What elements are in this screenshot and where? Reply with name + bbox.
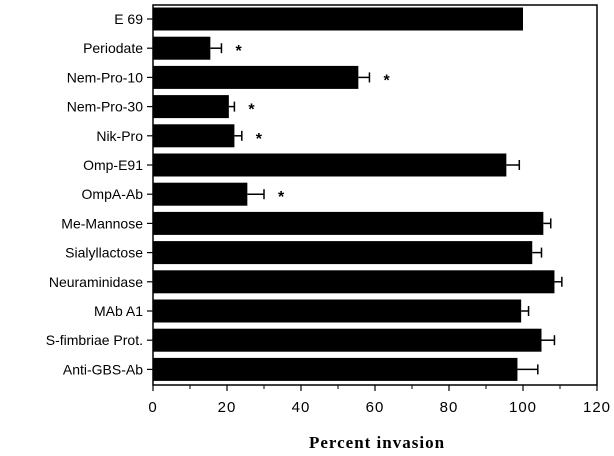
bar-3	[153, 95, 229, 119]
category-label-12: Anti-GBS-Ab	[63, 361, 143, 377]
bar-6	[153, 182, 248, 206]
x-tick-label-4: 80	[440, 399, 459, 416]
category-label-3: Nem-Pro-30	[67, 99, 143, 115]
x-tick-label-2: 40	[292, 399, 311, 416]
bar-8	[153, 241, 533, 265]
x-tick-label-6: 120	[583, 399, 611, 416]
category-labels: E 69 Periodate Nem-Pro-10 Nem-Pro-30 Nik-Pro…	[46, 11, 153, 377]
significance-marker-6: *	[278, 189, 285, 206]
category-label-2: Nem-Pro-10	[67, 69, 143, 85]
x-tick-label-0: 0	[148, 399, 157, 416]
significance-marker-1: *	[235, 43, 242, 60]
category-label-8: Sialyllactose	[65, 245, 143, 261]
significance-marker-3: *	[248, 102, 255, 119]
bar-0	[153, 7, 523, 31]
x-axis-label: Percent invasion	[309, 433, 445, 452]
significance-marker-2: *	[383, 72, 390, 89]
x-axis: 0 20 40 60 80 100 120	[148, 385, 611, 416]
bar-9	[153, 270, 555, 294]
x-tick-label-5: 100	[509, 399, 537, 416]
significance-marker-4: *	[256, 131, 263, 148]
category-label-9: Neuraminidase	[49, 274, 143, 290]
category-label-0: E 69	[114, 11, 143, 27]
bar-7	[153, 211, 544, 235]
category-label-4: Nik-Pro	[96, 128, 143, 144]
bar-2	[153, 65, 359, 89]
bar-1	[153, 36, 211, 60]
x-tick-label-3: 60	[366, 399, 385, 416]
bar-5	[153, 153, 507, 177]
bars-group: *****	[153, 7, 563, 381]
bar-4	[153, 124, 235, 148]
category-label-7: Me-Mannose	[61, 215, 143, 231]
category-label-11: S-fimbriae Prot.	[46, 332, 143, 348]
bar-11	[153, 328, 542, 352]
category-label-10: MAb A1	[94, 303, 143, 319]
category-label-5: Omp-E91	[83, 157, 143, 173]
category-label-1: Periodate	[83, 40, 143, 56]
bar-12	[153, 357, 518, 381]
bar-10	[153, 299, 522, 323]
x-tick-label-1: 20	[218, 399, 237, 416]
category-label-6: OmpA-Ab	[82, 186, 144, 202]
